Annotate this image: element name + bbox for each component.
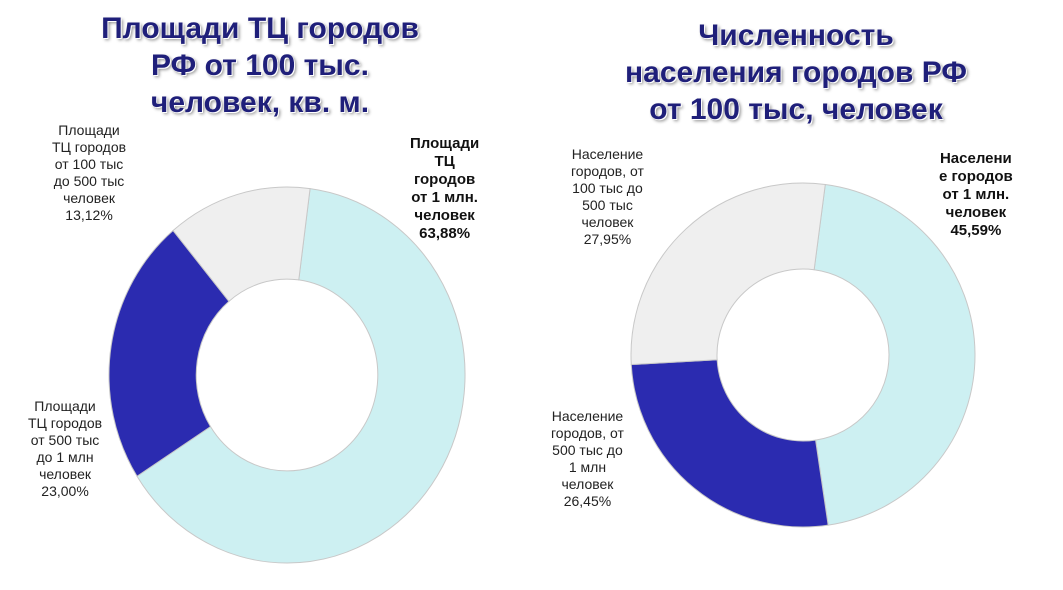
left-donut-chart [108, 186, 466, 564]
right-value-over-1m: 45,59% [950, 222, 1002, 239]
right-label-100k-500k: Население городов, от 100 тыс до 500 тыс… [571, 146, 644, 247]
right-title-line-1: Численность [698, 19, 894, 52]
right-chart-title: Численность населения городов РФ от 100 … [581, 17, 1011, 128]
right-slice-100k-500k [630, 182, 826, 366]
left-value-over-1m: 63,88% [419, 225, 471, 242]
left-chart-panel: Площади ТЦ городов РФ от 100 тыс. челове… [0, 0, 531, 590]
left-slice-100k-500k [172, 186, 311, 303]
left-title-line-2: РФ от 100 тыс. [151, 49, 369, 82]
right-title-line-2: населения городов РФ [625, 56, 967, 89]
left-slice-over-1m [136, 188, 466, 564]
left-chart-title: Площади ТЦ городов РФ от 100 тыс. челове… [40, 10, 480, 121]
left-title-line-1: Площади ТЦ городов [101, 12, 419, 45]
left-value-500k-1m: 23,00% [41, 483, 89, 499]
left-label-100k-500k: Площади ТЦ городов от 100 тыс до 500 тыс… [52, 122, 127, 223]
right-slice-500k-1m [630, 359, 829, 528]
right-donut-chart [630, 182, 976, 528]
right-label-over-1m: Населени е городов от 1 млн. человек 45,… [939, 150, 1013, 239]
right-label-500k-1m: Население городов, от 500 тыс до 1 млн ч… [551, 408, 624, 509]
right-value-100k-500k: 27,95% [583, 231, 632, 247]
left-label-over-1m: Площади ТЦ городов от 1 млн. человек 63,… [410, 135, 480, 242]
right-title-line-3: от 100 тыс, человек [649, 93, 943, 126]
left-slice-500k-1m [108, 229, 230, 477]
left-title-line-3: человек, кв. м. [150, 86, 370, 119]
left-value-100k-500k: 13,12% [65, 207, 113, 223]
right-chart-panel: Численность населения городов РФ от 100 … [531, 0, 1063, 590]
right-value-500k-1m: 26,45% [563, 493, 612, 509]
left-label-500k-1m: Площади ТЦ городов от 500 тыс до 1 млн ч… [28, 398, 103, 499]
right-slice-over-1m [813, 183, 976, 526]
